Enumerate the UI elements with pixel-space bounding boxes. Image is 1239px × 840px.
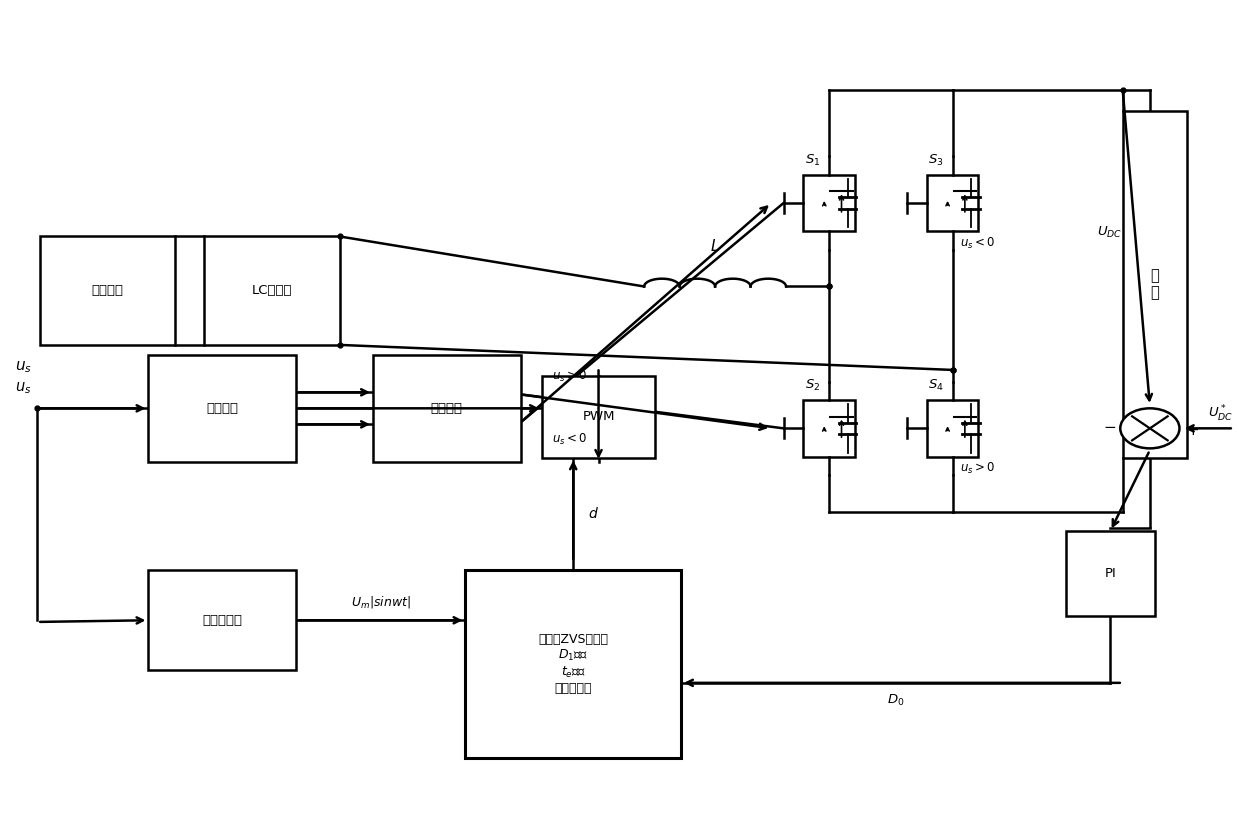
Text: 极性判断: 极性判断 [207,402,238,415]
Text: L: L [711,239,720,254]
Bar [803,400,855,457]
Bar [541,375,655,458]
Text: $-$: $-$ [1104,418,1116,433]
Circle shape [1120,408,1180,449]
Text: $d$: $d$ [589,507,598,522]
Text: $+$: $+$ [1186,423,1199,438]
Text: LC滤波器: LC滤波器 [252,284,292,297]
Text: 绝对值模块: 绝对值模块 [202,614,243,627]
Text: $S_3$: $S_3$ [928,153,943,168]
Text: 电网电压: 电网电压 [92,284,124,297]
Text: $S_2$: $S_2$ [804,378,820,393]
Text: PI: PI [1104,567,1116,580]
Text: $S_1$: $S_1$ [804,153,820,168]
Text: 选择模块: 选择模块 [431,402,463,415]
Bar [373,355,520,462]
Bar [1123,111,1187,458]
Text: $U_{DC}$: $U_{DC}$ [1098,225,1123,240]
Text: $u_s>0$: $u_s>0$ [551,370,587,385]
Text: 全范围ZVS计算器
$D_1$计算
$t_e$计算
三角波生成: 全范围ZVS计算器 $D_1$计算 $t_e$计算 三角波生成 [538,633,608,696]
Bar [927,400,979,457]
Bar [1066,531,1155,616]
Bar [149,355,296,462]
Text: $u_s$: $u_s$ [15,381,31,396]
Text: $u_s<0$: $u_s<0$ [960,235,995,250]
Bar [149,570,296,670]
Text: PWM: PWM [582,410,615,423]
Text: $u_s$: $u_s$ [15,360,32,375]
Text: $U_m|sinwt|$: $U_m|sinwt|$ [351,594,411,610]
Bar [204,236,339,345]
Text: $u_s<0$: $u_s<0$ [551,433,587,448]
Bar [803,175,855,231]
Bar [927,175,979,231]
Text: $S_4$: $S_4$ [928,378,944,393]
Text: $D_0$: $D_0$ [887,693,904,708]
Text: $u_s>0$: $u_s>0$ [960,461,995,476]
Text: 负
载: 负 载 [1151,268,1160,301]
Text: $U^*_{DC}$: $U^*_{DC}$ [1208,404,1234,424]
Bar [466,570,681,758]
Bar [40,236,176,345]
